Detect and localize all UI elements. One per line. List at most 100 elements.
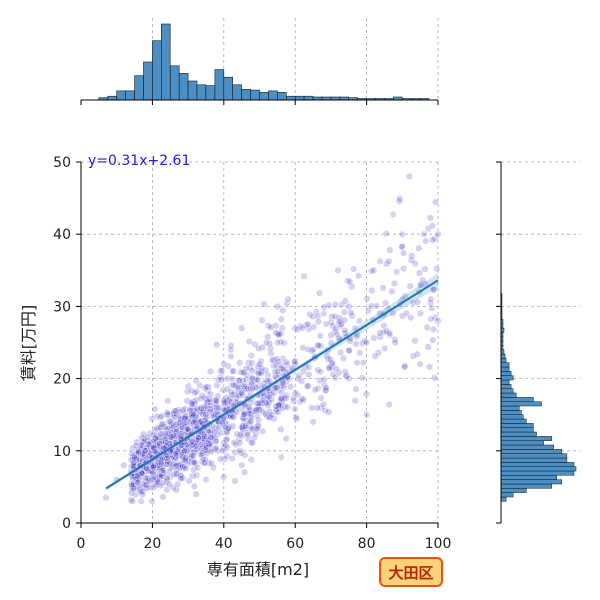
scatter-point [206, 402, 214, 410]
scatter-point [198, 409, 206, 417]
scatter-point [204, 383, 212, 391]
scatter-point [163, 486, 171, 494]
scatter-point [188, 441, 196, 449]
scatter-point [409, 299, 417, 307]
y-hist-bar [500, 479, 563, 485]
scatter-point [244, 385, 252, 393]
scatter-point [245, 338, 253, 346]
y-hist-bar [500, 440, 544, 446]
scatter-point [227, 346, 235, 354]
scatter-point [309, 313, 317, 321]
x-hist-bar [214, 69, 225, 101]
scatter-point [199, 455, 207, 463]
scatter-point [268, 395, 276, 403]
y-tick-label: 30 [53, 299, 71, 315]
scatter-point [183, 447, 191, 455]
scatter-point [405, 172, 413, 180]
scatter-point [258, 364, 266, 372]
scatter-point [309, 418, 317, 426]
scatter-point [166, 418, 174, 426]
scatter-point [212, 437, 220, 445]
y-hist-bar [500, 379, 510, 385]
scatter-point [200, 459, 208, 467]
scatter-point [293, 415, 301, 423]
scatter-point [312, 308, 320, 316]
y-tick-label: 40 [53, 227, 71, 243]
scatter-point [347, 309, 355, 317]
scatter-point [401, 292, 409, 300]
scatter-point [212, 444, 220, 452]
scatter-point [182, 465, 190, 473]
scatter-point [353, 359, 361, 367]
scatter-point [271, 368, 279, 376]
scatter-point [319, 401, 327, 409]
x-hist-bar [161, 23, 171, 101]
scatter-point [382, 299, 390, 307]
y-hist-bar [500, 397, 534, 402]
scatter-point [159, 493, 167, 501]
scatter-point [279, 306, 287, 314]
scatter-point [345, 375, 353, 383]
y-tick-label: 10 [53, 444, 71, 460]
scatter-point [399, 312, 407, 320]
scatter-point [163, 411, 171, 419]
scatter-point [172, 420, 180, 428]
scatter-point [236, 359, 244, 367]
scatter-point [309, 346, 317, 354]
scatter-point [171, 407, 179, 415]
scatter-point [207, 390, 215, 398]
y-hist-bar [500, 358, 507, 363]
scatter-point [188, 400, 196, 408]
scatter-point [400, 249, 408, 257]
scatter-point [209, 463, 217, 471]
scatter-point [241, 410, 249, 418]
x-hist-bar [187, 80, 198, 101]
scatter-point [236, 377, 244, 385]
y-hist-bar [500, 384, 512, 389]
scatter-point [356, 317, 364, 325]
scatter-point [234, 384, 242, 392]
scatter-point [420, 230, 428, 238]
y-hist-bar [500, 414, 524, 420]
scatter-point [244, 359, 252, 367]
scatter-point [363, 390, 371, 398]
scatter-point [284, 295, 292, 303]
scatter-point [134, 479, 142, 487]
scatter-point [231, 477, 239, 485]
scatter-point [213, 397, 221, 405]
scatter-point [184, 382, 192, 390]
y-hist-bar [500, 371, 512, 376]
x-hist-bar [116, 90, 126, 101]
scatter-point [258, 399, 266, 407]
scatter-point [217, 429, 225, 437]
scatter-point [238, 389, 246, 397]
y-hist-bar [500, 418, 527, 424]
scatter-point [221, 455, 229, 463]
scatter-point [252, 430, 260, 438]
scatter-point [173, 480, 181, 488]
scatter-point [282, 435, 290, 443]
scatter-point [422, 237, 430, 245]
scatter-point [317, 342, 325, 350]
scatter-point [130, 480, 138, 488]
scatter-point [192, 442, 200, 450]
scatter-point [192, 377, 200, 385]
scatter-point [238, 324, 246, 332]
x-hist-bar [223, 76, 234, 101]
scatter-point [197, 451, 205, 459]
scatter-point [411, 337, 419, 345]
scatter-point [429, 236, 437, 244]
scatter-point [137, 497, 145, 505]
scatter-point [194, 464, 202, 472]
scatter-point [247, 417, 255, 425]
scatter-point [244, 431, 252, 439]
scatter-point [171, 412, 179, 420]
scatter-point [243, 385, 251, 393]
scatter-point [430, 325, 438, 333]
scatter-point [230, 439, 238, 447]
scatter-point [223, 420, 231, 428]
scatter-point [370, 334, 378, 342]
scatter-point [200, 432, 208, 440]
scatter-point [229, 413, 237, 421]
scatter-point [355, 272, 363, 280]
